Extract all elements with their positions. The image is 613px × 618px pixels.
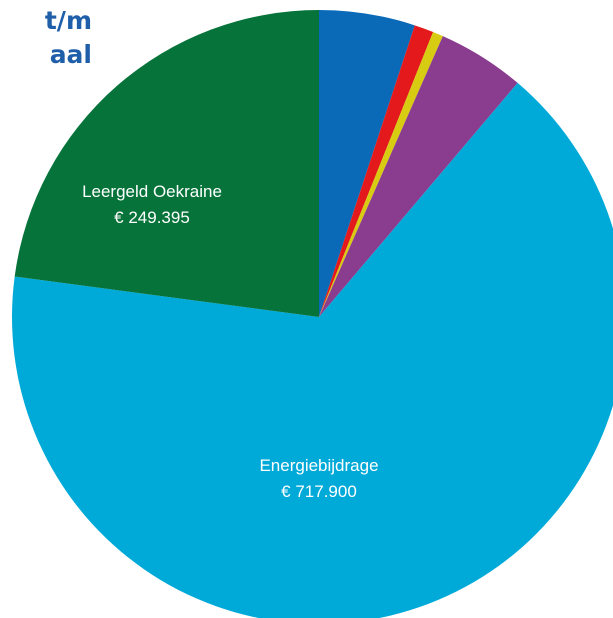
pie-slice-blue [319,10,415,317]
slice-value-energiebijdrage: € 717.900 [281,482,357,501]
chart-title-line-1: t/m [44,6,92,35]
pie-slice-red [319,25,434,317]
pie-slice-purple [319,36,518,317]
pie-slices [12,10,613,618]
pie-slice-leergeld [14,10,320,317]
slice-label-leergeld-oekraine: Leergeld Oekraine [82,182,222,201]
slice-label-energiebijdrage: Energiebijdrage [259,456,378,475]
chart-title: t/m aal [0,0,92,90]
chart-title-line-2: aal [49,40,92,69]
pie-slice-energie [12,82,613,618]
pie-labels: Leergeld Oekraine € 249.395 Energiebijdr… [82,182,378,501]
pie-slice-yellow [319,31,443,317]
slice-value-leergeld-oekraine: € 249.395 [114,208,190,227]
